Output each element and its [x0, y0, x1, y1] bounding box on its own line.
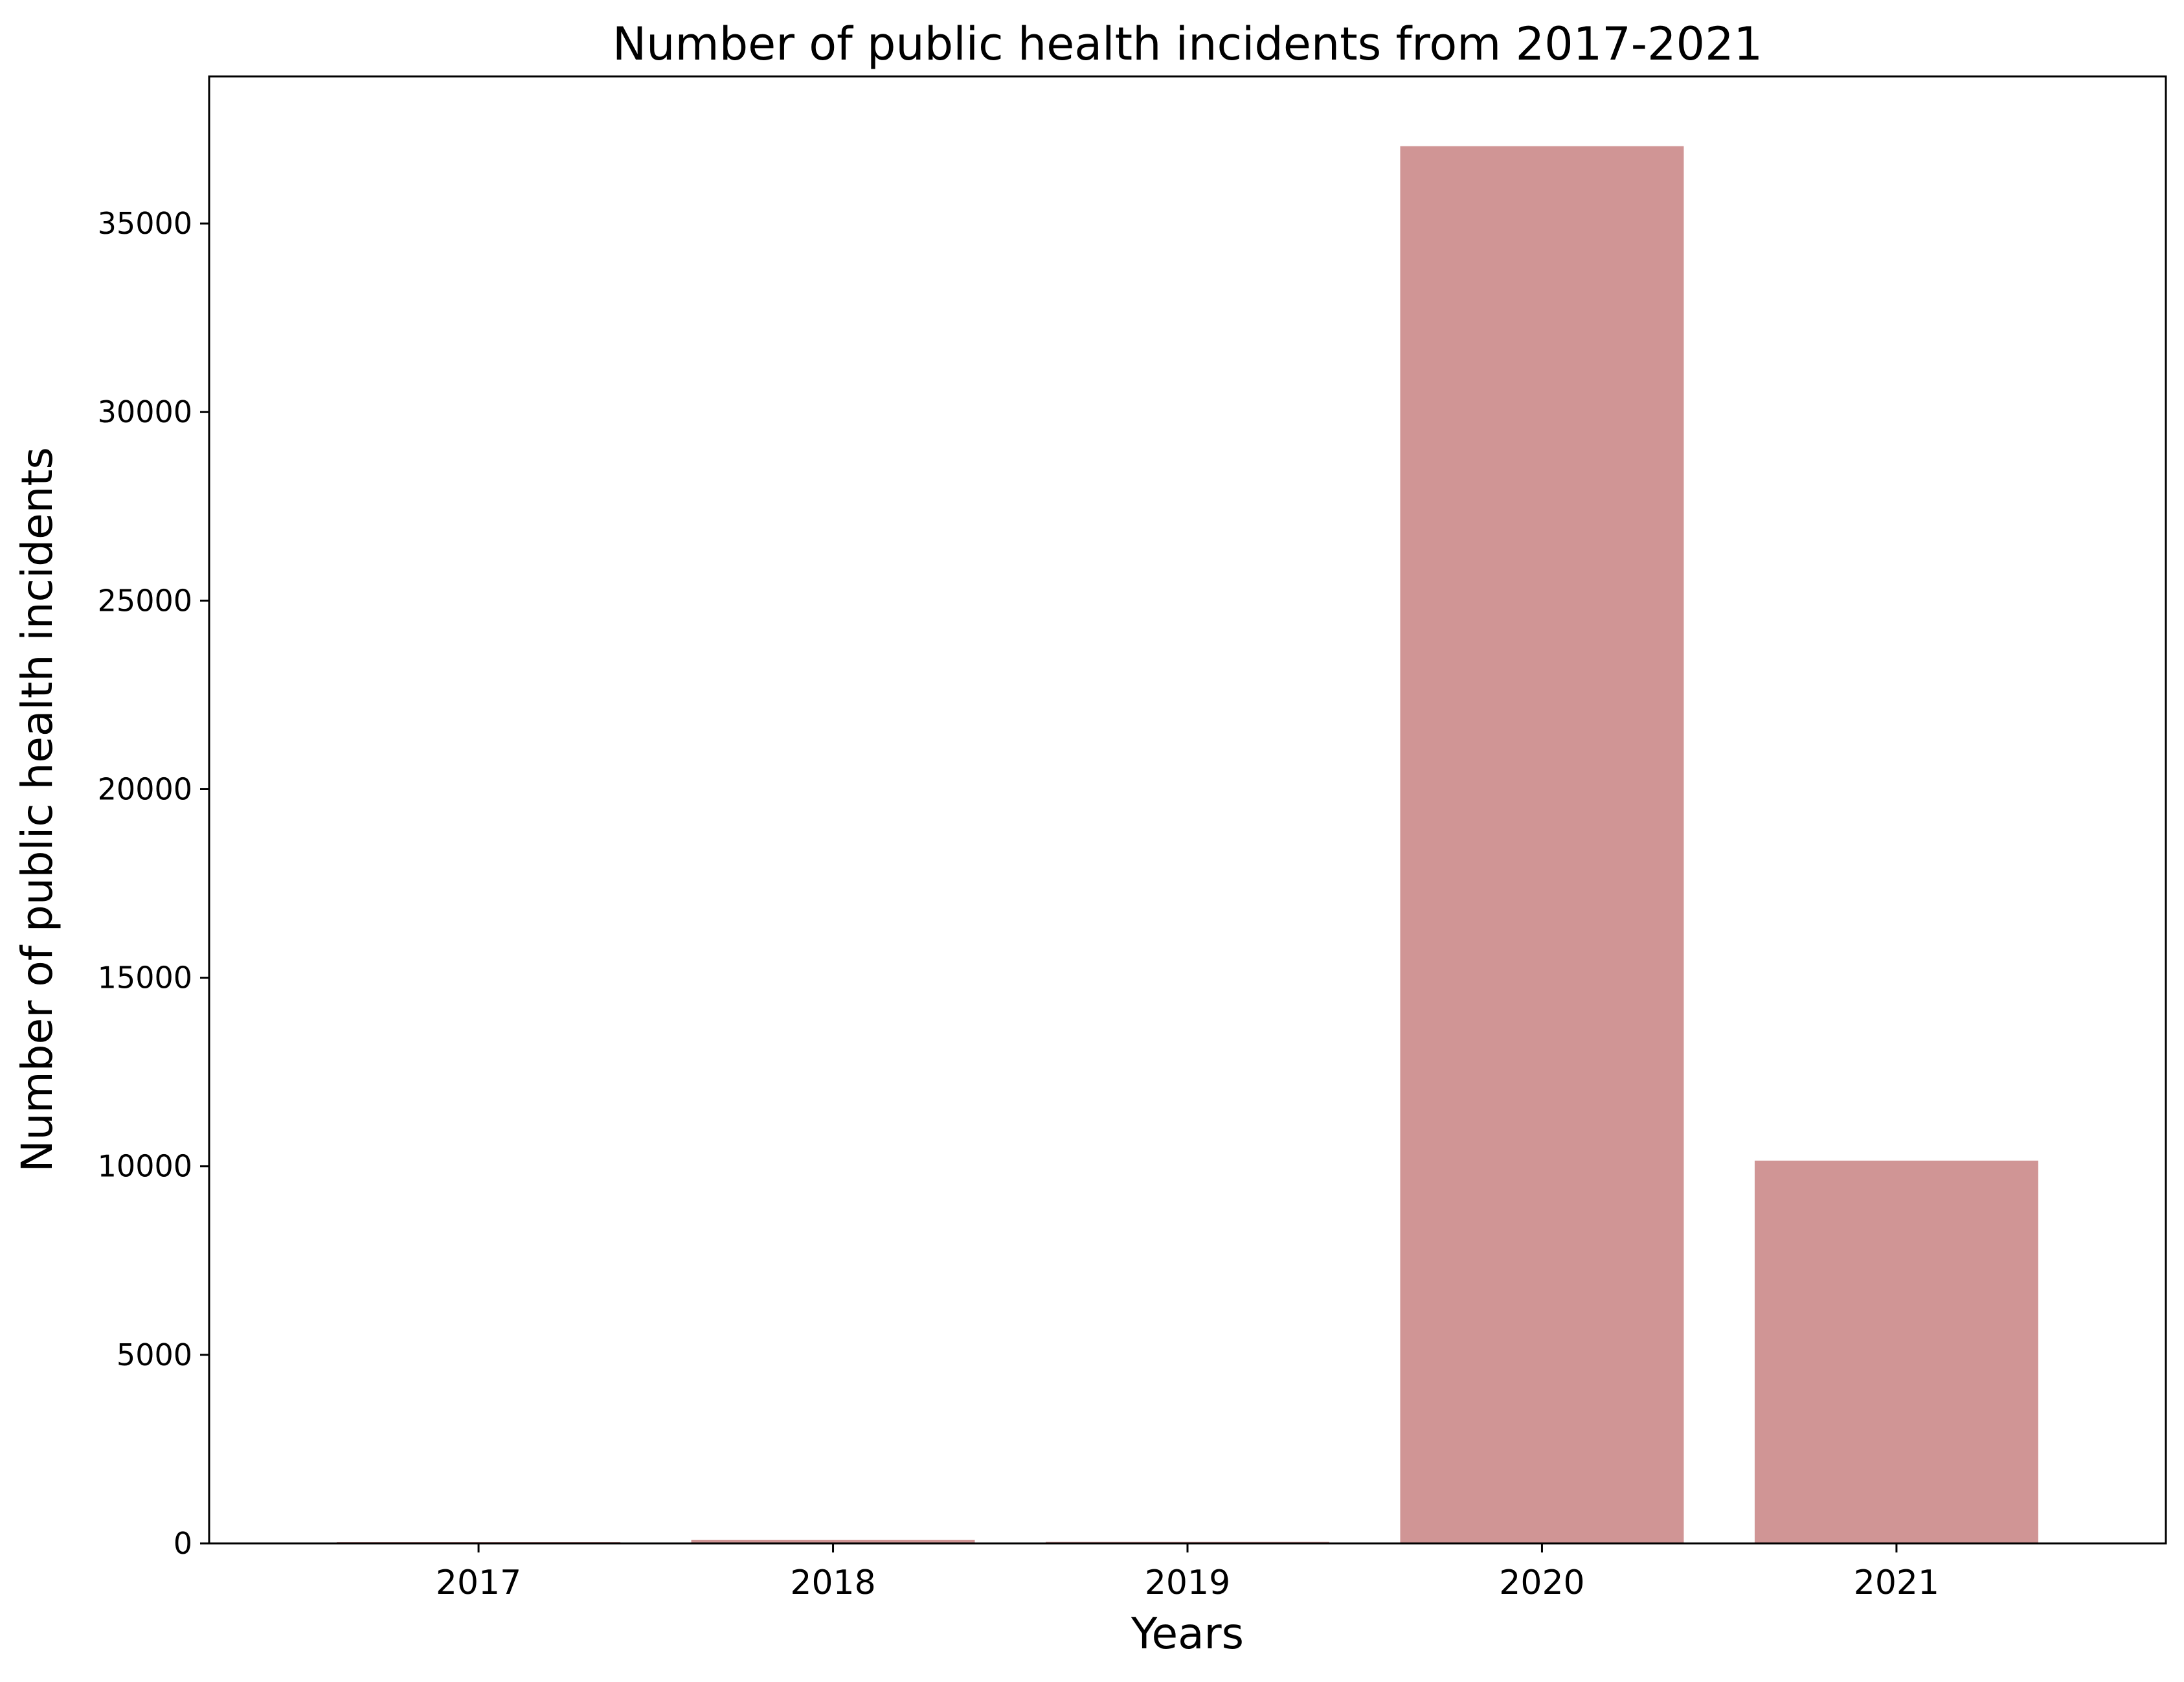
chart-title: Number of public health incidents from 2… — [613, 17, 1762, 71]
x-tick-label: 2018 — [790, 1563, 875, 1602]
y-axis-label: Number of public health incidents — [12, 447, 62, 1172]
bar-2018 — [691, 1540, 975, 1543]
x-tick-label: 2019 — [1145, 1563, 1230, 1602]
y-tick-label: 0 — [174, 1526, 192, 1561]
y-tick-label: 30000 — [98, 394, 192, 429]
y-tick-label: 10000 — [98, 1149, 192, 1184]
y-tick-label: 20000 — [98, 771, 192, 806]
x-tick-label: 2021 — [1854, 1563, 1939, 1602]
y-axis-ticks: 0 5000 10000 15000 20000 25000 30000 35000 — [98, 206, 209, 1561]
x-axis-ticks: 2017 2018 2019 2020 2021 — [436, 1543, 1939, 1602]
y-tick-label: 5000 — [117, 1337, 192, 1372]
x-tick-label: 2017 — [436, 1563, 521, 1602]
y-tick-label: 15000 — [98, 960, 192, 995]
x-axis-label: Years — [1131, 1609, 1244, 1659]
bar-2020 — [1400, 146, 1684, 1543]
y-tick-label: 25000 — [98, 583, 192, 618]
y-tick-label: 35000 — [98, 206, 192, 241]
bar-2021 — [1754, 1161, 2038, 1543]
x-tick-label: 2020 — [1499, 1563, 1584, 1602]
bars — [337, 146, 2038, 1543]
